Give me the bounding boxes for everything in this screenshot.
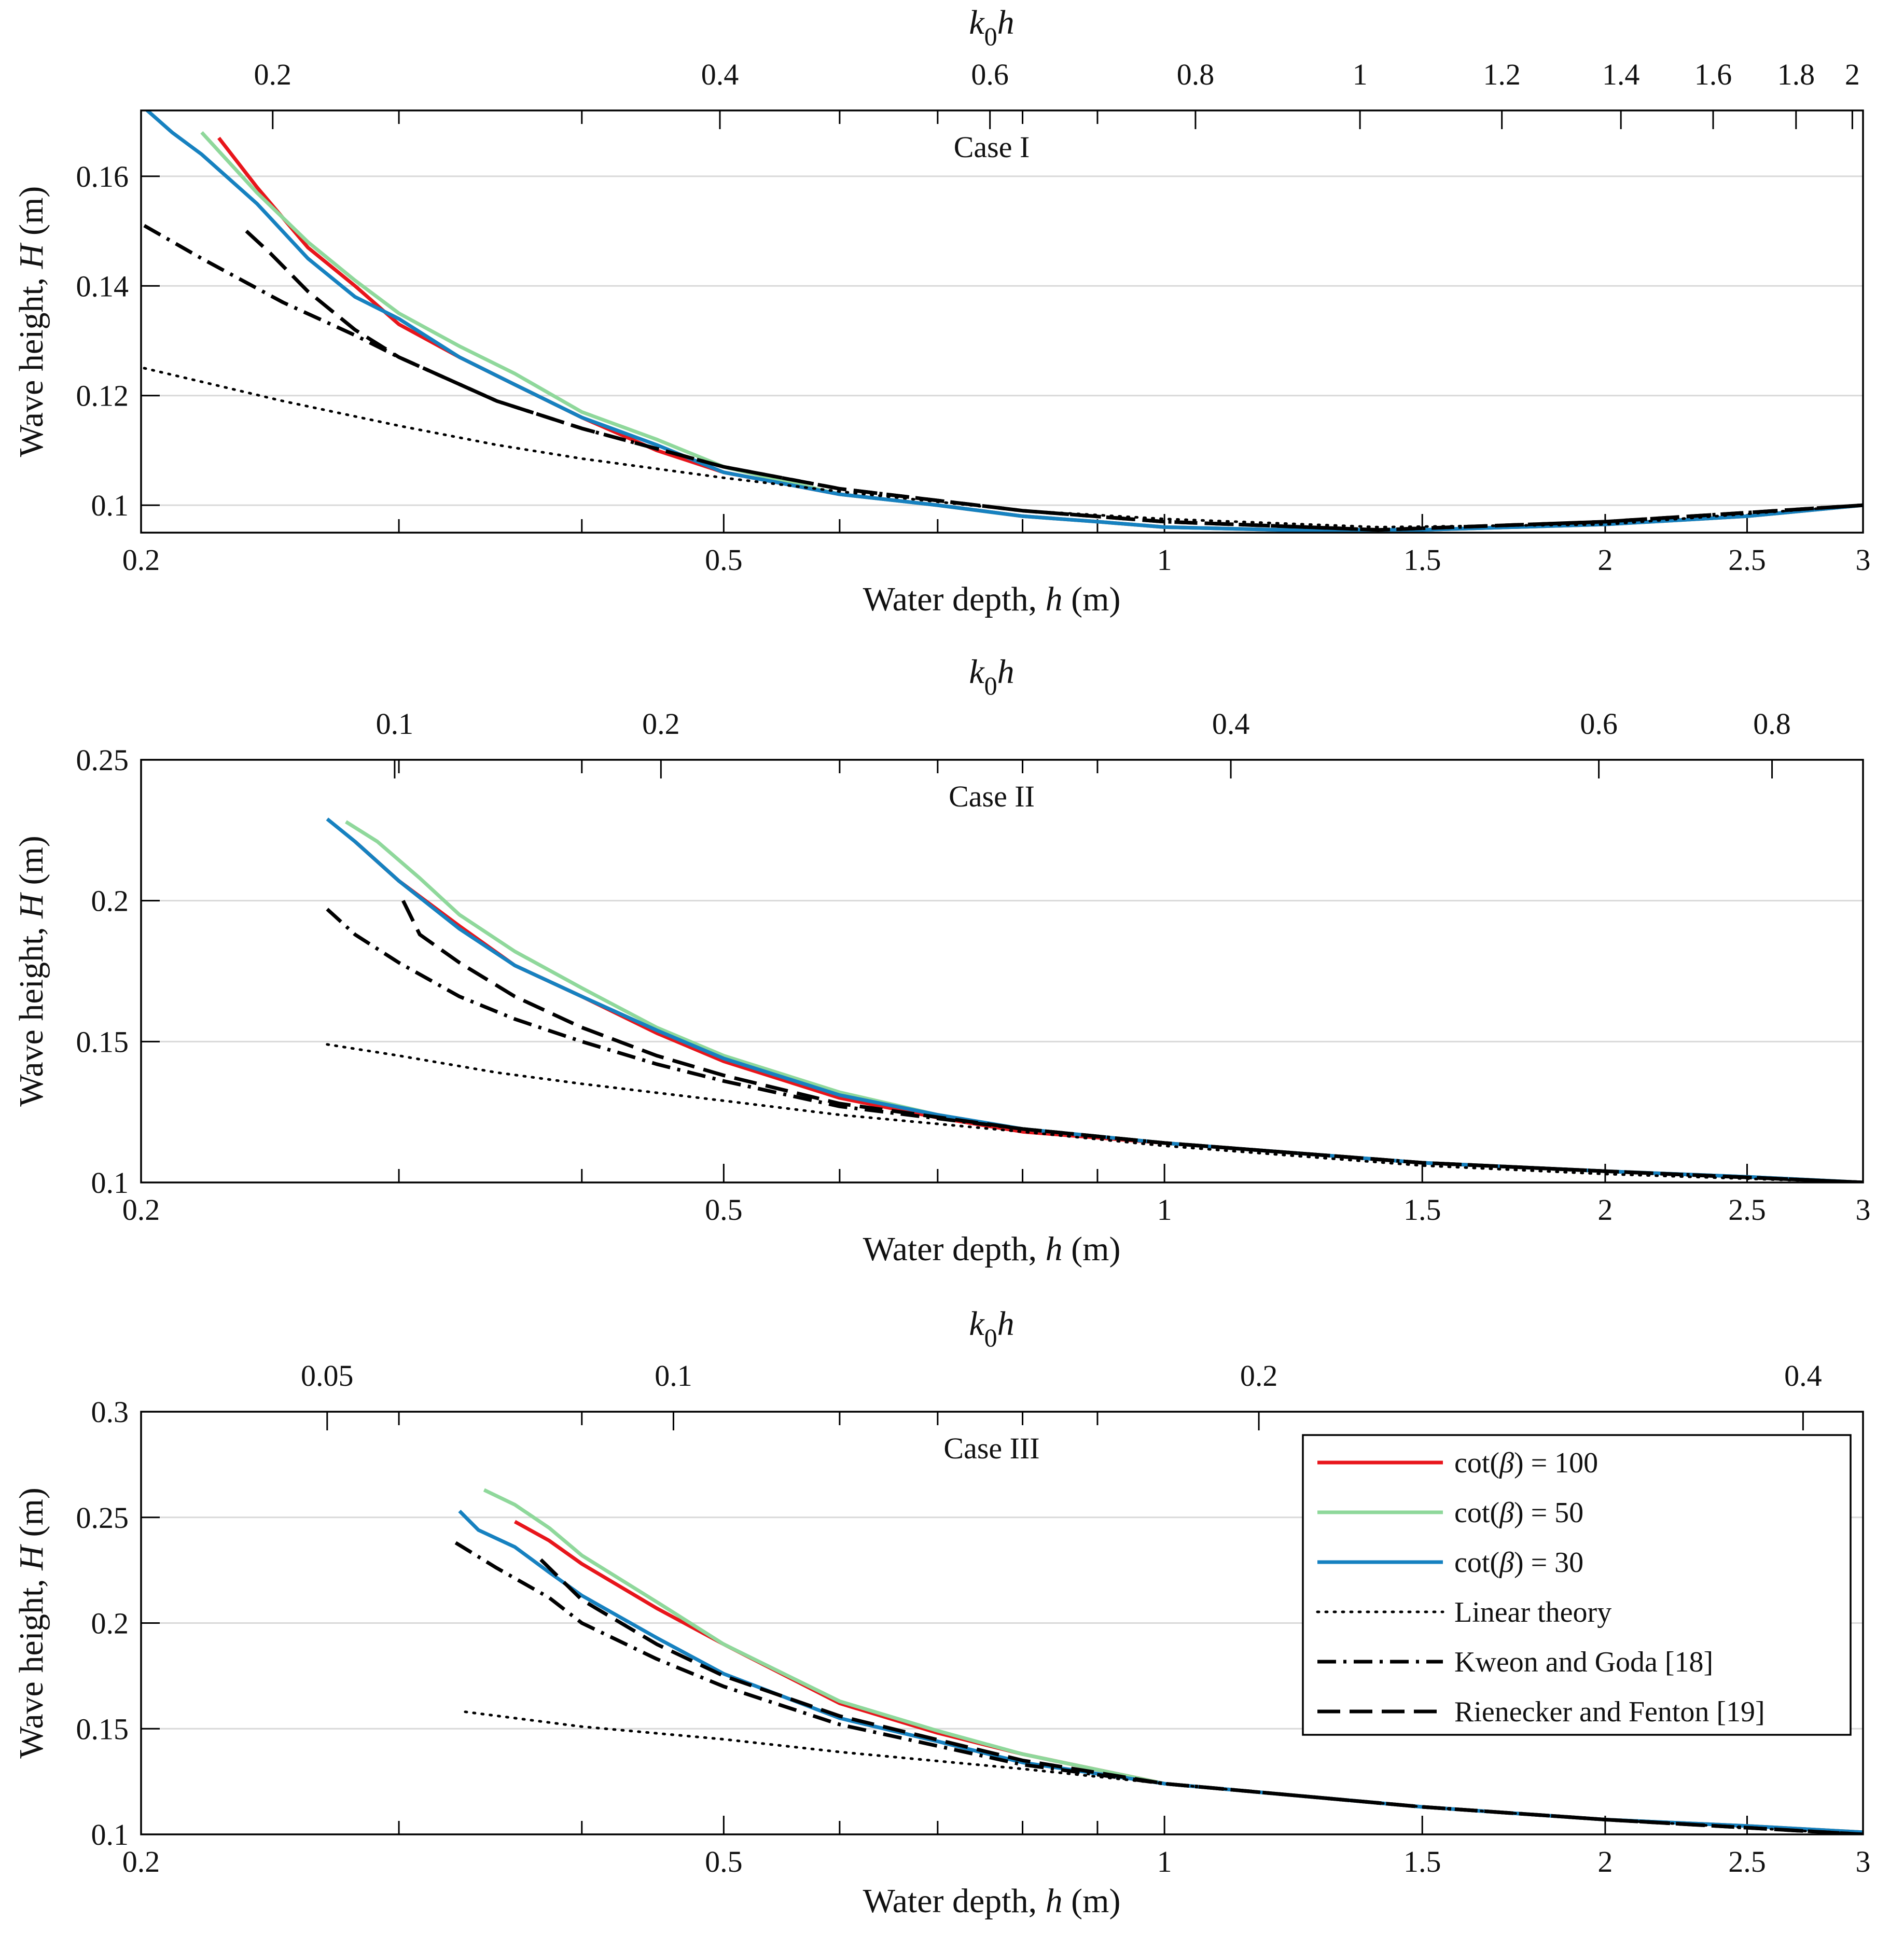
series-line: [326, 908, 1863, 1182]
series-line: [200, 131, 1863, 532]
series-line: [539, 1558, 1863, 1834]
top-tick-label: 0.6: [1580, 707, 1618, 741]
y-tick-label: 0.25: [76, 1501, 129, 1535]
legend-label: cot(β) = 100: [1454, 1447, 1598, 1479]
legend-label: Kweon and Goda [18]: [1454, 1646, 1713, 1678]
x-tick-label: 2.5: [1728, 543, 1766, 577]
top-tick-label: 0.1: [376, 707, 414, 741]
y-tick-label: 0.2: [91, 1607, 129, 1640]
x-tick-label: 0.5: [705, 1193, 743, 1227]
plot-frame: [140, 1411, 1864, 1835]
x-tick-label: 3: [1856, 1193, 1871, 1227]
x-tick-label: 3: [1856, 1845, 1871, 1878]
top-tick-label: 0.1: [655, 1359, 692, 1393]
series-line: [144, 110, 1863, 532]
legend-label: Rienecker and Fenton [19]: [1454, 1696, 1765, 1728]
legend-label: cot(β) = 50: [1454, 1497, 1583, 1529]
top-tick-label: 0.2: [1240, 1359, 1278, 1393]
series-line: [345, 820, 1863, 1182]
series-line: [454, 1541, 1863, 1834]
top-tick-label: 0.4: [701, 58, 739, 91]
panel-title: Case III: [943, 1431, 1039, 1465]
x-tick-label: 1.5: [1403, 1193, 1441, 1227]
series-line: [143, 224, 1863, 532]
legend-box: [1302, 1434, 1852, 1736]
series-line: [217, 136, 1863, 532]
panel-title: Case II: [949, 779, 1035, 813]
x-tick-label: 1: [1157, 543, 1172, 577]
legend: cot(β) = 100 cot(β) = 50 cot(β) = 30 Linear…: [1302, 1434, 1852, 1736]
y-tick-label: 0.1: [91, 1818, 129, 1852]
x-tick-label: 2: [1597, 543, 1613, 577]
x-axis-label: Water depth, h (m): [863, 580, 1121, 618]
x-tick-label: 0.2: [122, 1845, 160, 1878]
top-tick-label: 1.6: [1694, 58, 1732, 91]
x-tick-label: 2.5: [1728, 1193, 1766, 1227]
x-axis-label: Water depth, h (m): [863, 1882, 1121, 1920]
y-tick-label: 0.14: [76, 269, 129, 303]
top-tick-label: 0.2: [254, 58, 292, 91]
series-line: [326, 1043, 1863, 1182]
series-line: [326, 817, 1863, 1182]
series-line: [464, 1710, 1863, 1834]
x-tick-label: 2.5: [1728, 1845, 1766, 1878]
top-axis-label: k0h: [969, 1305, 1014, 1352]
x-tick-label: 2: [1597, 1845, 1613, 1878]
x-tick-label: 0.2: [122, 543, 160, 577]
y-axis-label: Wave height, H (m): [12, 1487, 50, 1759]
x-tick-label: 1: [1157, 1193, 1172, 1227]
legend-label: Linear theory: [1454, 1596, 1611, 1628]
y-tick-label: 0.3: [91, 1395, 129, 1429]
y-tick-label: 0.1: [91, 1166, 129, 1200]
plot-frame: [140, 109, 1864, 534]
top-tick-label: 1.8: [1777, 58, 1815, 91]
x-tick-label: 2: [1597, 1193, 1613, 1227]
top-tick-label: 0.4: [1784, 1359, 1822, 1393]
series-line: [401, 900, 1863, 1182]
plot-frame: [140, 759, 1864, 1184]
y-axis-label: Wave height, H (m): [12, 836, 50, 1107]
y-tick-label: 0.1: [91, 489, 129, 522]
top-tick-label: 0.8: [1177, 58, 1215, 91]
chart-panel-3: 0.2 0.5 1 1.5 2 2.5 30.05 0.1 0.2 0.40.10.150.20.…: [12, 1305, 1871, 1920]
top-tick-label: 1.2: [1483, 58, 1521, 91]
chart-panel-1: 0.2 0.5 1 1.5 2 2.5 3 0.2 0.4 0.6 0.8 1 1.2 1.4 1.6 1.8…: [12, 4, 1871, 618]
top-tick-label: 0.2: [642, 707, 680, 741]
legend-label: cot(β) = 30: [1454, 1547, 1583, 1579]
top-tick-label: 1: [1353, 58, 1368, 91]
x-axis-label: Water depth, h (m): [863, 1230, 1121, 1268]
y-tick-label: 0.15: [76, 1712, 129, 1746]
top-tick-label: 0.8: [1753, 707, 1791, 741]
x-tick-label: 1: [1157, 1845, 1172, 1878]
y-tick-label: 0.16: [76, 160, 129, 193]
y-tick-label: 0.15: [76, 1025, 129, 1059]
y-tick-label: 0.25: [76, 743, 129, 777]
x-tick-label: 1.5: [1403, 1845, 1441, 1878]
y-tick-label: 0.2: [91, 884, 129, 918]
top-tick-label: 0.05: [301, 1359, 354, 1393]
x-tick-label: 0.5: [705, 1845, 743, 1878]
series-line: [143, 367, 1863, 528]
top-tick-label: 1.4: [1602, 58, 1640, 91]
top-tick-label: 0.6: [971, 58, 1009, 91]
panel-title: Case I: [954, 130, 1030, 164]
x-tick-label: 0.5: [705, 543, 743, 577]
top-tick-label: 2: [1845, 58, 1860, 91]
x-tick-label: 1.5: [1403, 543, 1441, 577]
x-tick-label: 3: [1856, 543, 1871, 577]
x-tick-label: 0.2: [122, 1193, 160, 1227]
top-tick-label: 0.4: [1212, 707, 1250, 741]
chart-panel-2: 0.2 0.5 1 1.5 2 2.5 30.1 0.2 0.4 0.6 0.80.10.150.2…: [12, 653, 1871, 1268]
top-axis-label: k0h: [969, 653, 1014, 700]
y-axis-label: Wave height, H (m): [12, 186, 50, 457]
top-axis-label: k0h: [969, 4, 1014, 51]
y-tick-label: 0.12: [76, 379, 129, 413]
series-line: [354, 840, 1863, 1182]
series-line: [245, 230, 1863, 532]
